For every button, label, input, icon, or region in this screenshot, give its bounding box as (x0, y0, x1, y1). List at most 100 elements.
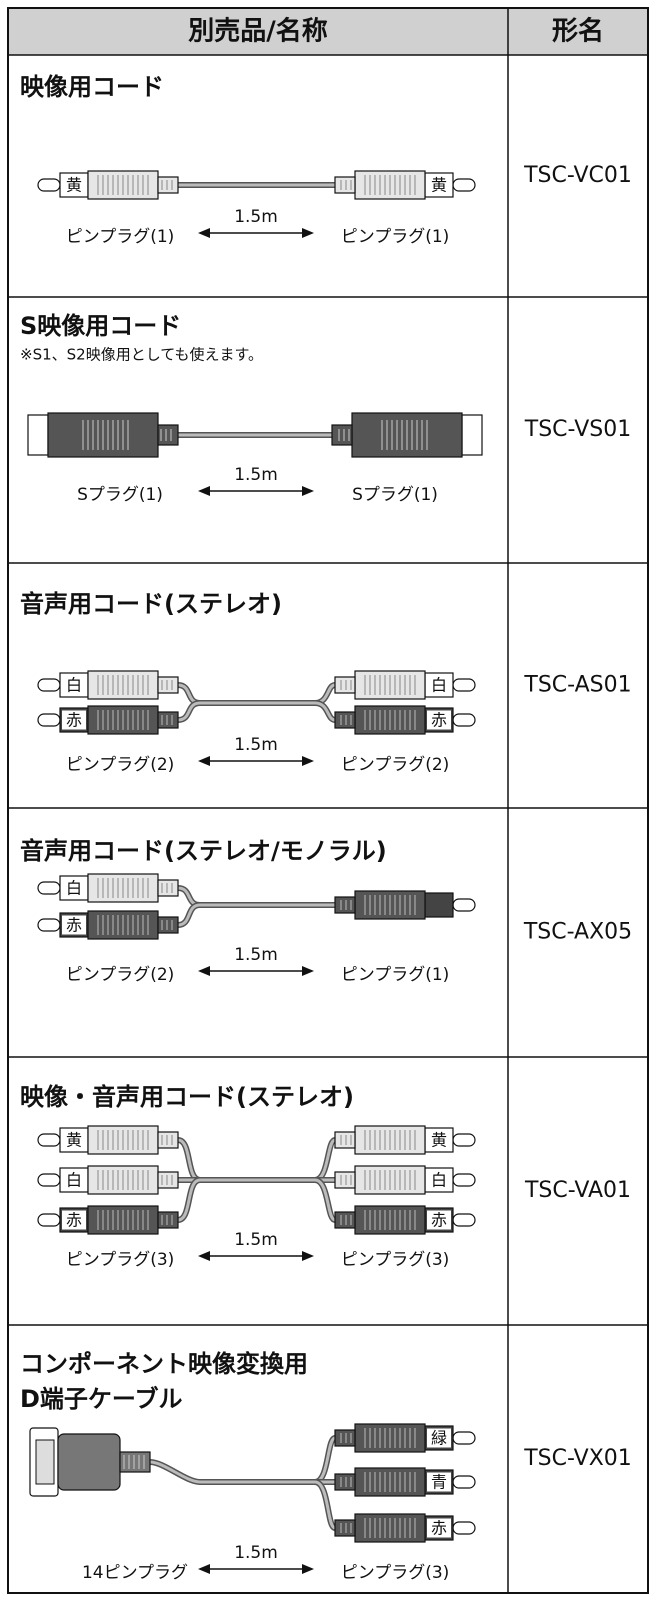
plug-color-label: 黄 (66, 176, 82, 195)
cable (314, 1178, 336, 1222)
model-name: TSC-VC01 (523, 163, 632, 188)
model-name: TSC-VA01 (524, 1178, 631, 1203)
plug-taper (157, 424, 179, 446)
plug-tip (27, 414, 49, 456)
plug-pin (37, 918, 61, 932)
plug-color-label: 赤 (431, 1211, 447, 1230)
label-inner (427, 1170, 451, 1190)
plug-taper (334, 1519, 356, 1537)
cable (177, 701, 201, 722)
plug-color-label: 緑 (431, 1429, 447, 1448)
plug-color-label: 赤 (431, 1519, 447, 1538)
model-name: TSC-AS01 (523, 673, 631, 698)
plug-pin (37, 1213, 61, 1227)
item-note: ※S1、S2映像用としても使えます。 (20, 346, 263, 364)
plug-label: ピンプラグ(2) (341, 755, 450, 775)
plug-pin (452, 1173, 476, 1187)
item-name: S映像用コード (20, 312, 181, 340)
length-label: 1.5m (234, 1543, 278, 1563)
header-bg (8, 8, 648, 55)
plug-taper (331, 424, 353, 446)
plug-pin (452, 1521, 476, 1535)
plug-pin (37, 678, 61, 692)
plug-color-label: 白 (431, 676, 447, 695)
d-plug-body (57, 1433, 121, 1491)
arrow-head (198, 1564, 314, 1574)
cable (177, 1138, 201, 1182)
model-name: TSC-AX05 (523, 920, 632, 945)
model-name: TSC-VS01 (524, 417, 631, 442)
plug-label: ピンプラグ(1) (341, 965, 450, 985)
plug-pin (452, 1475, 476, 1489)
label-inner (427, 1428, 451, 1448)
header-cell: 形名 (552, 16, 604, 47)
plug-label: ピンプラグ(1) (66, 227, 175, 247)
plug-color-label: 赤 (66, 1211, 82, 1230)
plug-label: ピンプラグ(2) (66, 965, 175, 985)
label-inner (62, 1130, 86, 1150)
plug-label: ピンプラグ(3) (341, 1250, 450, 1270)
item-name: 音声用コード(ステレオ/モノラル) (20, 837, 387, 865)
plug-pin (37, 1173, 61, 1187)
plug-taper (334, 1429, 356, 1447)
length-label: 1.5m (234, 465, 278, 485)
plug-color-label: 赤 (66, 711, 82, 730)
arrow-head (198, 1251, 314, 1261)
plug-color-label: 黄 (431, 1131, 447, 1150)
plug-taper (157, 711, 179, 729)
plug-color-label: 赤 (431, 711, 447, 730)
plug-pin (452, 1133, 476, 1147)
length-label: 1.5m (234, 945, 278, 965)
label-inner (62, 1170, 86, 1190)
plug-label: Sプラグ(1) (352, 485, 438, 505)
plug-pin (37, 881, 61, 895)
cable (177, 1178, 201, 1222)
cable (149, 1460, 201, 1484)
label-inner (427, 1210, 451, 1230)
plug-pin (452, 678, 476, 692)
plug-taper (334, 676, 356, 694)
d-plug-face (35, 1439, 55, 1485)
plug-label: ピンプラグ(2) (66, 755, 175, 775)
label-box (424, 892, 454, 918)
plug-taper (157, 1211, 179, 1229)
label-inner (62, 175, 86, 195)
cable (314, 1480, 336, 1530)
plug-pin (452, 713, 476, 727)
plug-tip (461, 414, 483, 456)
plug-label: ピンプラグ(3) (341, 1563, 450, 1583)
label-inner (427, 1518, 451, 1538)
arrow-head (198, 486, 314, 496)
plug-color-label: 白 (66, 676, 82, 695)
item-name: 映像用コード (20, 73, 164, 101)
cable (177, 903, 201, 927)
length-label: 1.5m (234, 1230, 278, 1250)
plug-taper (157, 676, 179, 694)
plug-pin (452, 178, 476, 192)
plug-color-label: 赤 (66, 916, 82, 935)
header-cell: 別売品/名称 (188, 16, 328, 47)
item-name: 音声用コード(ステレオ) (20, 590, 282, 618)
plug-color-label: 黄 (431, 176, 447, 195)
plug-taper (157, 176, 179, 194)
plug-label: ピンプラグ(3) (66, 1250, 175, 1270)
plug-label: 14ピンプラグ (82, 1563, 188, 1583)
length-label: 1.5m (234, 735, 278, 755)
plug-taper (334, 711, 356, 729)
plug-taper (334, 176, 356, 194)
plug-taper (157, 916, 179, 934)
arrow-head (198, 966, 314, 976)
plug-pin (37, 1133, 61, 1147)
item-name: 映像・音声用コード(ステレオ) (20, 1083, 354, 1111)
label-inner (427, 710, 451, 730)
arrow-head (198, 228, 314, 238)
d-plug-taper (119, 1451, 151, 1473)
plug-taper (334, 1473, 356, 1491)
plug-taper (334, 1171, 356, 1189)
plug-pin (37, 178, 61, 192)
label-inner (62, 878, 86, 898)
item-name: D端子ケーブル (20, 1385, 182, 1413)
plug-pin (37, 713, 61, 727)
